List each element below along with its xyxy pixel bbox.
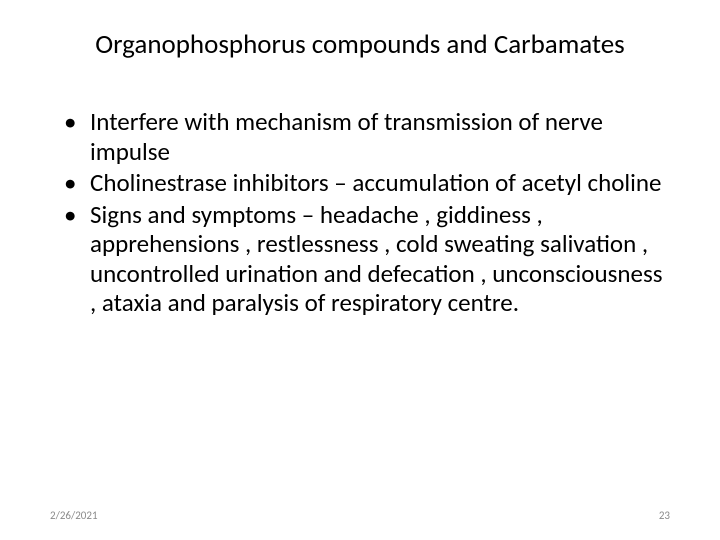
bullet-list: Interfere with mechanism of transmission… xyxy=(50,107,670,318)
footer-date: 2/26/2021 xyxy=(50,509,98,522)
bullet-item: Signs and symptoms – headache , giddines… xyxy=(64,200,670,318)
bullet-item: Cholinestrase inhibitors – accumulation … xyxy=(64,168,670,198)
slide-title: Organophosphorus compounds and Carbamate… xyxy=(50,28,670,61)
slide-footer: 2/26/2021 23 xyxy=(50,509,670,522)
slide-container: Organophosphorus compounds and Carbamate… xyxy=(0,0,720,540)
footer-page: 23 xyxy=(659,509,670,522)
bullet-item: Interfere with mechanism of transmission… xyxy=(64,107,670,166)
